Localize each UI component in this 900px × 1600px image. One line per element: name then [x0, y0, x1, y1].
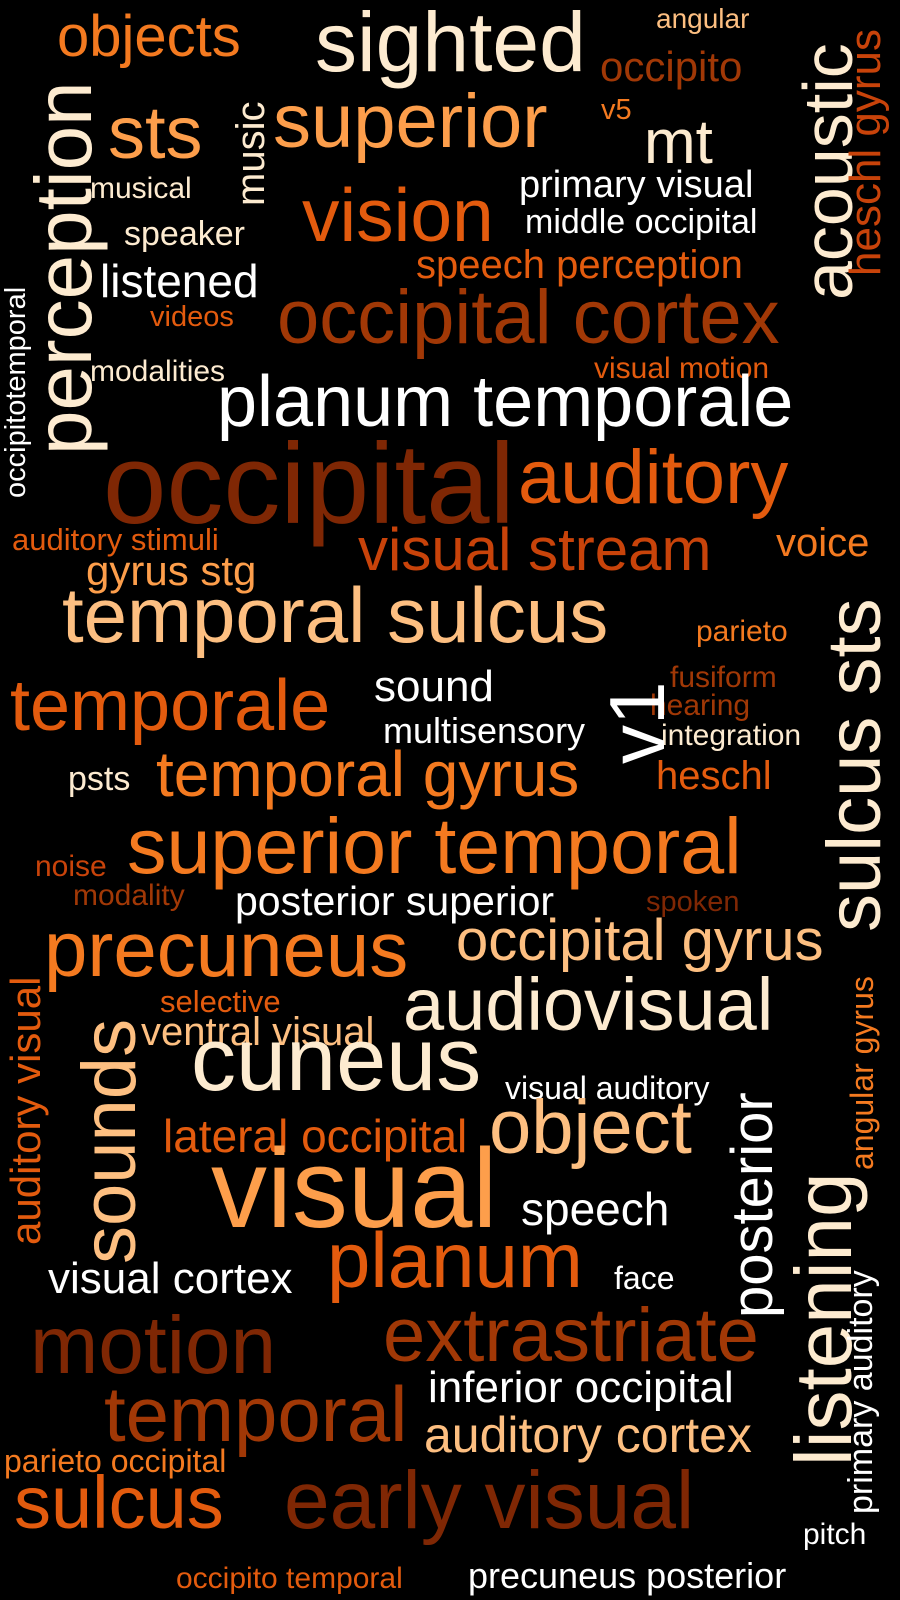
word-v1: v1 [593, 681, 681, 764]
word-modality: modality [73, 879, 185, 912]
word-superior-temporal: superior temporal [127, 801, 742, 890]
word-motion: motion [30, 1300, 277, 1391]
word-sulcus-sts: sulcus sts [812, 598, 897, 932]
word-inferior-occipital: inferior occipital [428, 1363, 734, 1412]
word-heschl: heschl [656, 754, 772, 798]
word-gyrus-stg: gyrus stg [86, 547, 257, 594]
word-spoken: spoken [646, 886, 740, 918]
word-planum: planum [327, 1216, 583, 1304]
word-videos: videos [150, 301, 234, 333]
word-occipitotemporal: occipitotemporal [0, 286, 32, 498]
word-precuneus: precuneus [44, 905, 409, 993]
word-musical: musical [90, 172, 192, 205]
word-visual: visual [211, 1126, 498, 1251]
word-posterior: posterior [720, 1092, 785, 1318]
word-superior: superior [273, 79, 548, 164]
word-occipito: occipito [600, 43, 743, 90]
word-pitch: pitch [803, 1518, 867, 1551]
word-extrastriate: extrastriate [383, 1293, 759, 1378]
word-object: object [489, 1085, 692, 1170]
word-sulcus: sulcus [14, 1461, 224, 1544]
word-heschl-gyrus: heschl gyrus [841, 28, 890, 276]
word-listened: listened [100, 255, 259, 307]
word-objects: objects [57, 4, 241, 69]
word-face: face [614, 1260, 675, 1296]
word-cuneus: cuneus [191, 1010, 482, 1110]
word-primary-auditory: primary auditory [842, 1270, 880, 1514]
word-audiovisual: audiovisual [403, 963, 774, 1046]
word-visual-motion: visual motion [594, 352, 770, 385]
word-parieto: parieto [696, 615, 788, 648]
word-voice: voice [776, 521, 870, 565]
word-sound: sound [374, 662, 494, 711]
word-occipito-temporal: occipito temporal [176, 1562, 403, 1595]
word-speech-perception: speech perception [416, 243, 743, 287]
word-occipital-gyrus: occipital gyrus [456, 908, 824, 973]
word-visual-cortex: visual cortex [48, 1254, 293, 1303]
word-middle-occipital: middle occipital [525, 203, 758, 241]
word-sts: sts [108, 91, 203, 174]
word-planum-temporale: planum temporale [217, 362, 794, 442]
word-mt: mt [644, 108, 713, 177]
word-auditory-stimuli: auditory stimuli [12, 522, 219, 557]
word-auditory-visual: auditory visual [2, 976, 49, 1245]
word-speaker: speaker [124, 215, 245, 253]
word-primary-visual: primary visual [519, 164, 754, 206]
word-occipital: occipital [103, 421, 515, 548]
word-visual-auditory: visual auditory [505, 1070, 710, 1106]
word-angular-gyrus: angular gyrus [844, 976, 880, 1170]
word-perception: perception [19, 81, 108, 455]
word-speech: speech [521, 1183, 670, 1235]
word-hearing: hearing [650, 689, 751, 722]
word-precuneus-posterior: precuneus posterior [468, 1555, 787, 1596]
word-lateral-occipital: lateral occipital [163, 1110, 468, 1162]
word-modalities: modalities [90, 355, 226, 388]
word-early-visual: early visual [284, 1455, 695, 1546]
word-psts: psts [68, 760, 131, 798]
word-posterior-superior: posterior superior [235, 878, 555, 924]
word-selective: selective [160, 984, 281, 1019]
word-integration: integration [661, 719, 802, 752]
word-angular: angular [656, 3, 750, 34]
word-vision: vision [302, 173, 494, 257]
word-v5: v5 [601, 94, 632, 126]
word-sounds: sounds [67, 1018, 152, 1264]
word-occipital-cortex: occipital cortex [277, 275, 780, 360]
word-temporal: temporal [104, 1370, 408, 1458]
word-temporal-gyrus: temporal gyrus [156, 738, 580, 810]
word-auditory: auditory [518, 435, 789, 520]
word-auditory-cortex: auditory cortex [424, 1407, 752, 1463]
word-noise: noise [35, 850, 107, 883]
word-music: music [229, 101, 273, 206]
word-parieto-occipital: parieto occipital [4, 1443, 227, 1479]
word-visual-stream: visual stream [358, 516, 712, 583]
word-multisensory: multisensory [383, 710, 586, 751]
word-ventral-visual: ventral visual [141, 1010, 375, 1054]
word-temporale: temporale [10, 666, 331, 746]
word-fusiform: fusiform [670, 661, 777, 694]
word-sighted: sighted [315, 0, 586, 89]
word-temporal-sulcus: temporal sulcus [62, 571, 609, 659]
